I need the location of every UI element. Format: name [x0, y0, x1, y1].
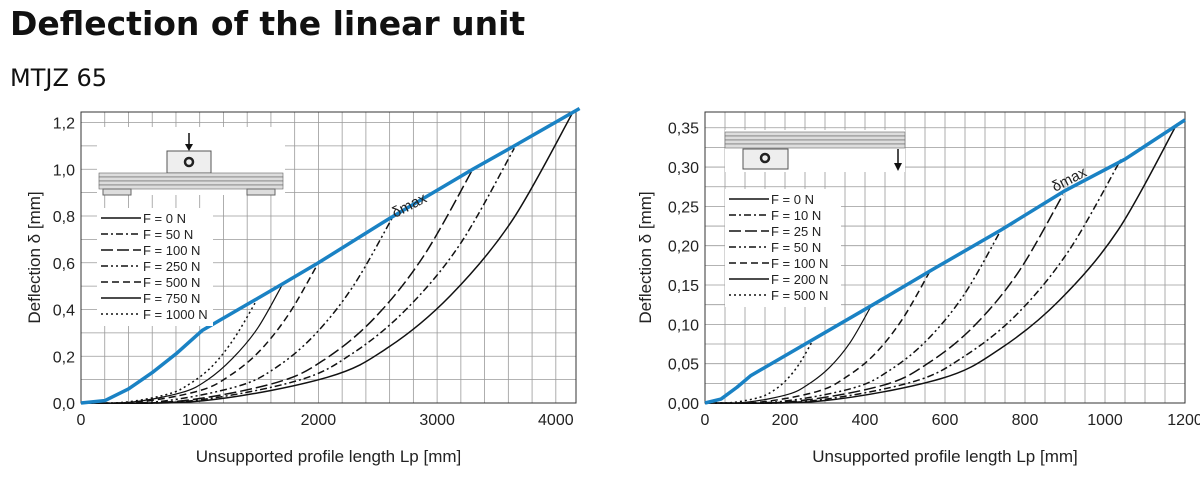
page-subtitle: MTJZ 65: [10, 64, 108, 92]
series-line-50n: [704, 229, 1002, 404]
legend-label: F = 750 N: [143, 291, 200, 306]
series-line-200n: [704, 305, 872, 404]
x-tick-label: 800: [1012, 412, 1039, 429]
legend-label: F = 50 N: [143, 227, 193, 242]
dmax-label: δmax: [1049, 164, 1090, 196]
legend-background: [97, 208, 213, 326]
legend-label: F = 200 N: [771, 272, 828, 287]
x-tick-label: 1000: [182, 412, 218, 429]
x-tick-label: 1000: [1087, 412, 1123, 429]
profile-layer: [98, 176, 284, 182]
x-tick-label: 3000: [419, 412, 455, 429]
x-tick-label: 0: [77, 412, 86, 429]
legend-label: F = 0 N: [771, 192, 814, 207]
legend-background: [725, 189, 841, 307]
x-tick-label: 4000: [538, 412, 574, 429]
roller-icon: [183, 156, 195, 168]
legend-label: F = 250 N: [143, 259, 200, 274]
carriage-shape: [742, 148, 789, 170]
y-axis-label: Deflection δ [mm]: [636, 191, 655, 323]
legend-label: F = 10 N: [771, 208, 821, 223]
support-right: [246, 188, 276, 196]
y-tick-label: 0,10: [668, 317, 699, 334]
series-line-0n: [704, 123, 1178, 405]
y-tick-label: 0,15: [668, 278, 699, 295]
y-tick-label: 0,6: [53, 256, 75, 273]
load-arrowhead-icon: [185, 144, 193, 151]
x-axis-label: Unsupported profile length Lp [mm]: [812, 447, 1078, 466]
x-tick-label: 200: [772, 412, 799, 429]
page-title: Deflection of the linear unit: [10, 4, 526, 43]
series-line-25n: [704, 194, 1064, 404]
profile-layer: [724, 139, 906, 145]
x-tick-label: 0: [701, 412, 710, 429]
chart-right: 0 200 400 600 800 1000 1200 0,00 0,05 0,10 0,15 0,2…: [636, 111, 1200, 466]
series-line-100n: [704, 268, 932, 404]
legend-label: F = 50 N: [771, 240, 821, 255]
profile-layer: [724, 135, 906, 141]
series-line-250n: [80, 217, 393, 404]
roller-icon: [759, 152, 771, 164]
profile-layer: [98, 180, 284, 186]
legend-label: F = 100 N: [143, 243, 200, 258]
series-line-0n: [80, 110, 575, 405]
carriage-shape: [166, 150, 212, 174]
dmax-line: [704, 118, 1186, 405]
x-tick-label: 400: [852, 412, 879, 429]
profile-layer: [98, 184, 284, 190]
legend-label: F = 25 N: [771, 224, 821, 239]
chart-left: 0 1000 2000 3000 4000 0,0 0,2 0,4 0,6 0,8 1,0 1,2 Un…: [25, 106, 581, 466]
y-tick-label: 0,30: [668, 160, 699, 177]
plot-frame: [704, 111, 1186, 404]
y-tick-label: 0,00: [668, 396, 699, 413]
y-tick-label: 1,0: [53, 162, 75, 179]
y-tick-label: 0,05: [668, 357, 699, 374]
series-line-100n: [80, 168, 474, 404]
y-tick-label: 0,4: [53, 303, 75, 320]
y-tick-label: 0,2: [53, 349, 75, 366]
x-tick-label: 600: [932, 412, 959, 429]
dmax-label: δmax: [389, 190, 430, 222]
dmax-line: [80, 106, 581, 405]
x-tick-label: 1200: [1167, 412, 1200, 429]
legend: F = 0 NF = 10 NF = 25 NF = 50 NF = 100 N…: [725, 189, 841, 307]
plot-frame: [80, 111, 577, 404]
y-tick-label: 0,35: [668, 121, 699, 138]
legend-label: F = 100 N: [771, 256, 828, 271]
legend-label: F = 0 N: [143, 211, 186, 226]
support-left: [102, 188, 132, 196]
y-tick-label: 0,8: [53, 209, 75, 226]
inset-diagram: [97, 127, 285, 196]
legend-label: F = 1000 N: [143, 307, 208, 322]
legend-label: F = 500 N: [771, 288, 828, 303]
profile-layer: [724, 131, 906, 137]
y-tick-label: 0,0: [53, 396, 75, 413]
legend-label: F = 500 N: [143, 275, 200, 290]
load-arrowhead-icon: [894, 163, 902, 171]
inset-diagram: [724, 130, 906, 172]
profile-layer: [724, 143, 906, 149]
x-axis-label: Unsupported profile length Lp [mm]: [196, 447, 462, 466]
profile-layer: [98, 172, 284, 178]
series-line-50n: [80, 147, 515, 405]
y-tick-label: 0,25: [668, 199, 699, 216]
y-tick-label: 1,2: [53, 116, 75, 133]
series-line-500n: [80, 262, 320, 404]
y-axis-label: Deflection δ [mm]: [25, 191, 44, 323]
legend: F = 0 NF = 50 NF = 100 NF = 250 NF = 500…: [97, 208, 213, 326]
y-tick-label: 0,20: [668, 239, 699, 256]
x-tick-label: 2000: [301, 412, 337, 429]
